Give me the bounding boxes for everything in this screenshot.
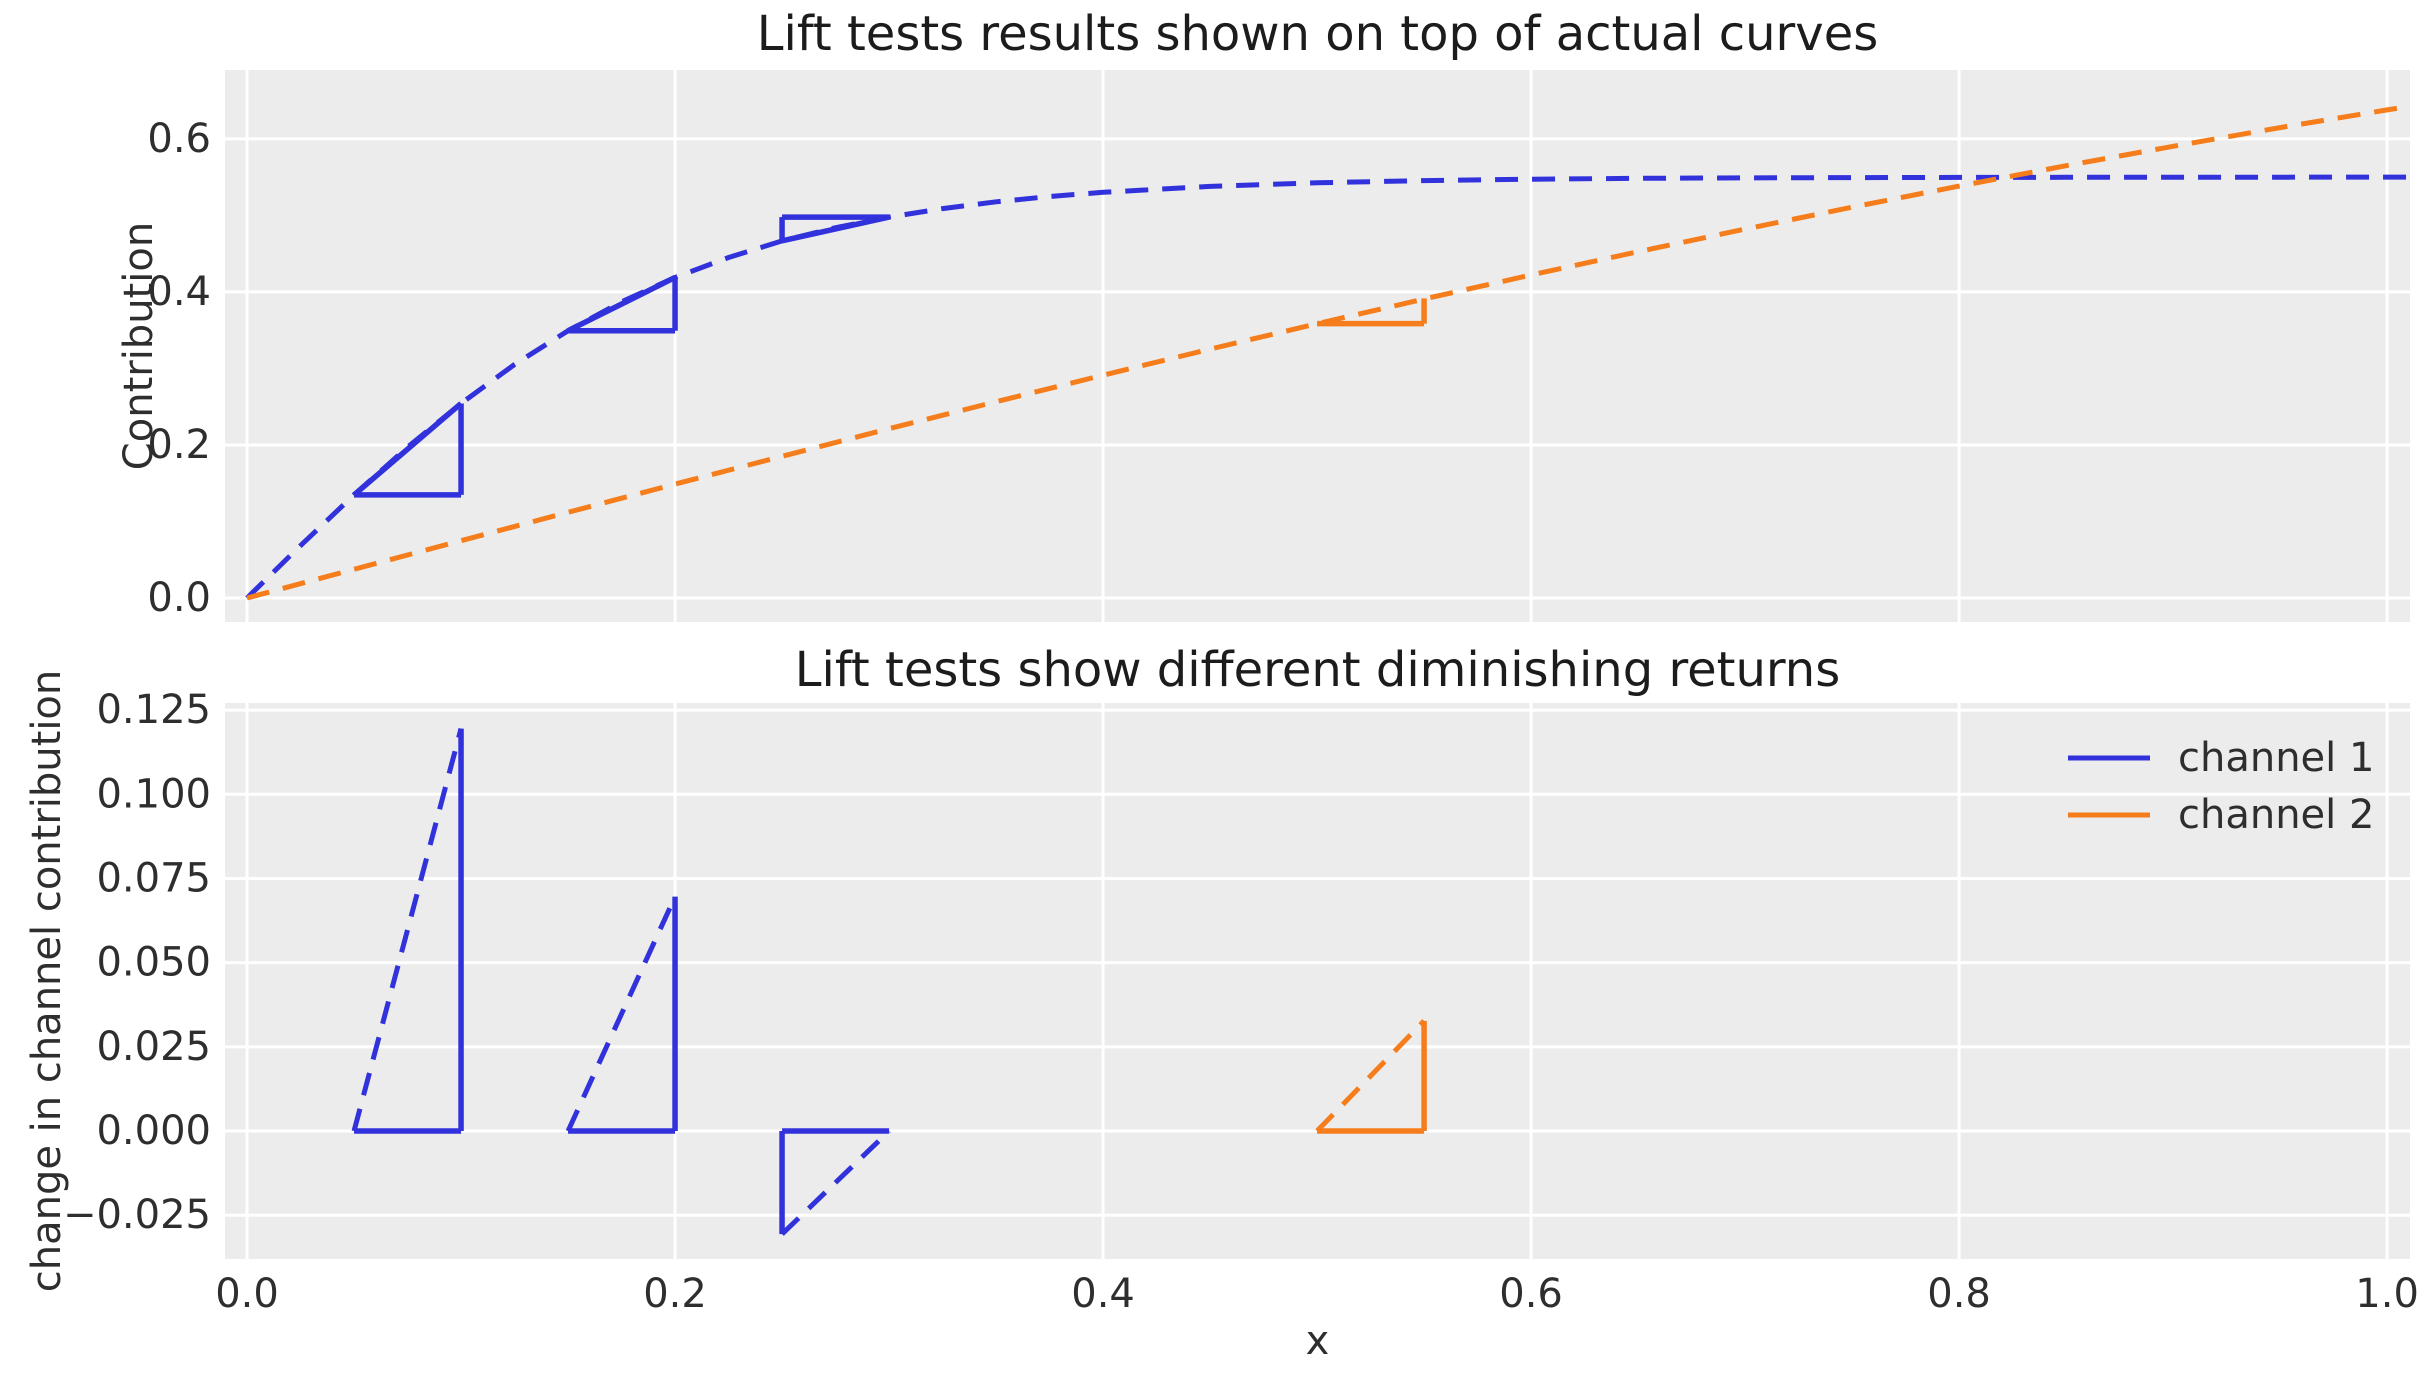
y-tick-label: 0.000 [96, 1108, 211, 1154]
lift-triangle-hypotenuse [565, 895, 678, 1133]
lift-test-segment [781, 214, 890, 244]
channel-1-curve [245, 174, 2410, 600]
lift-triangle [1315, 1019, 1427, 1134]
lift-test-marker [1317, 298, 1427, 327]
gridlines [225, 70, 2410, 622]
lift-test-segment [352, 401, 463, 497]
x-tick-label: 0.6 [1499, 1271, 1563, 1317]
x-tick-label: 1.0 [2355, 1271, 2419, 1317]
legend: channel 1 channel 2 [2068, 735, 2374, 838]
y-tick-label: 0.2 [147, 422, 211, 468]
bottom-plot-area [225, 703, 2410, 1259]
y-tick-label: 0.025 [96, 1024, 211, 1070]
y-tick-label: 0.100 [96, 771, 211, 817]
y-tick-label: 0.050 [96, 940, 211, 986]
legend-label: channel 1 [2178, 735, 2374, 781]
x-axis-label: x [1305, 1318, 1330, 1364]
lift-triangle-hypotenuse [1315, 1019, 1426, 1133]
y-tick-label: 0.125 [96, 687, 211, 733]
y-tick-label: 0.0 [147, 575, 211, 621]
lift-triangle-hypotenuse [780, 1129, 891, 1236]
lift-triangle [565, 895, 678, 1134]
plot-top: 0.0 0.2 0.4 0.6 [147, 70, 2410, 622]
x-tick-label: 0.0 [215, 1271, 279, 1317]
lift-triangle-hypotenuse [351, 727, 464, 1132]
lift-test-marker [352, 401, 464, 498]
legend-label: channel 2 [2178, 792, 2374, 838]
top-plot-title: Lift tests results shown on top of actua… [756, 6, 1879, 62]
y-tick-label: 0.075 [96, 855, 211, 901]
y-tick-label: 0.6 [147, 116, 211, 162]
y-tick-label: −0.025 [63, 1192, 211, 1238]
y-tick-label: 0.4 [147, 269, 211, 315]
lift-triangle [779, 1128, 891, 1236]
lift-test-segment [566, 274, 677, 334]
x-tick-label: 0.8 [1927, 1271, 1991, 1317]
x-tick-label: 0.4 [1071, 1271, 1135, 1317]
lift-test-marker [566, 274, 678, 334]
channel-2-curve [246, 103, 2410, 601]
top-y-axis-label: Contribution [116, 221, 162, 471]
lift-triangle [351, 727, 464, 1134]
bottom-plot-title: Lift tests show different diminishing re… [794, 642, 1841, 698]
plot-content [245, 103, 2410, 601]
top-plot-area [225, 70, 2410, 622]
bottom-y-axis-label: change in channel contribution [24, 669, 70, 1293]
plot-content [351, 727, 1427, 1236]
x-tick-label: 0.2 [643, 1271, 707, 1317]
lift-test-marker [779, 214, 890, 244]
